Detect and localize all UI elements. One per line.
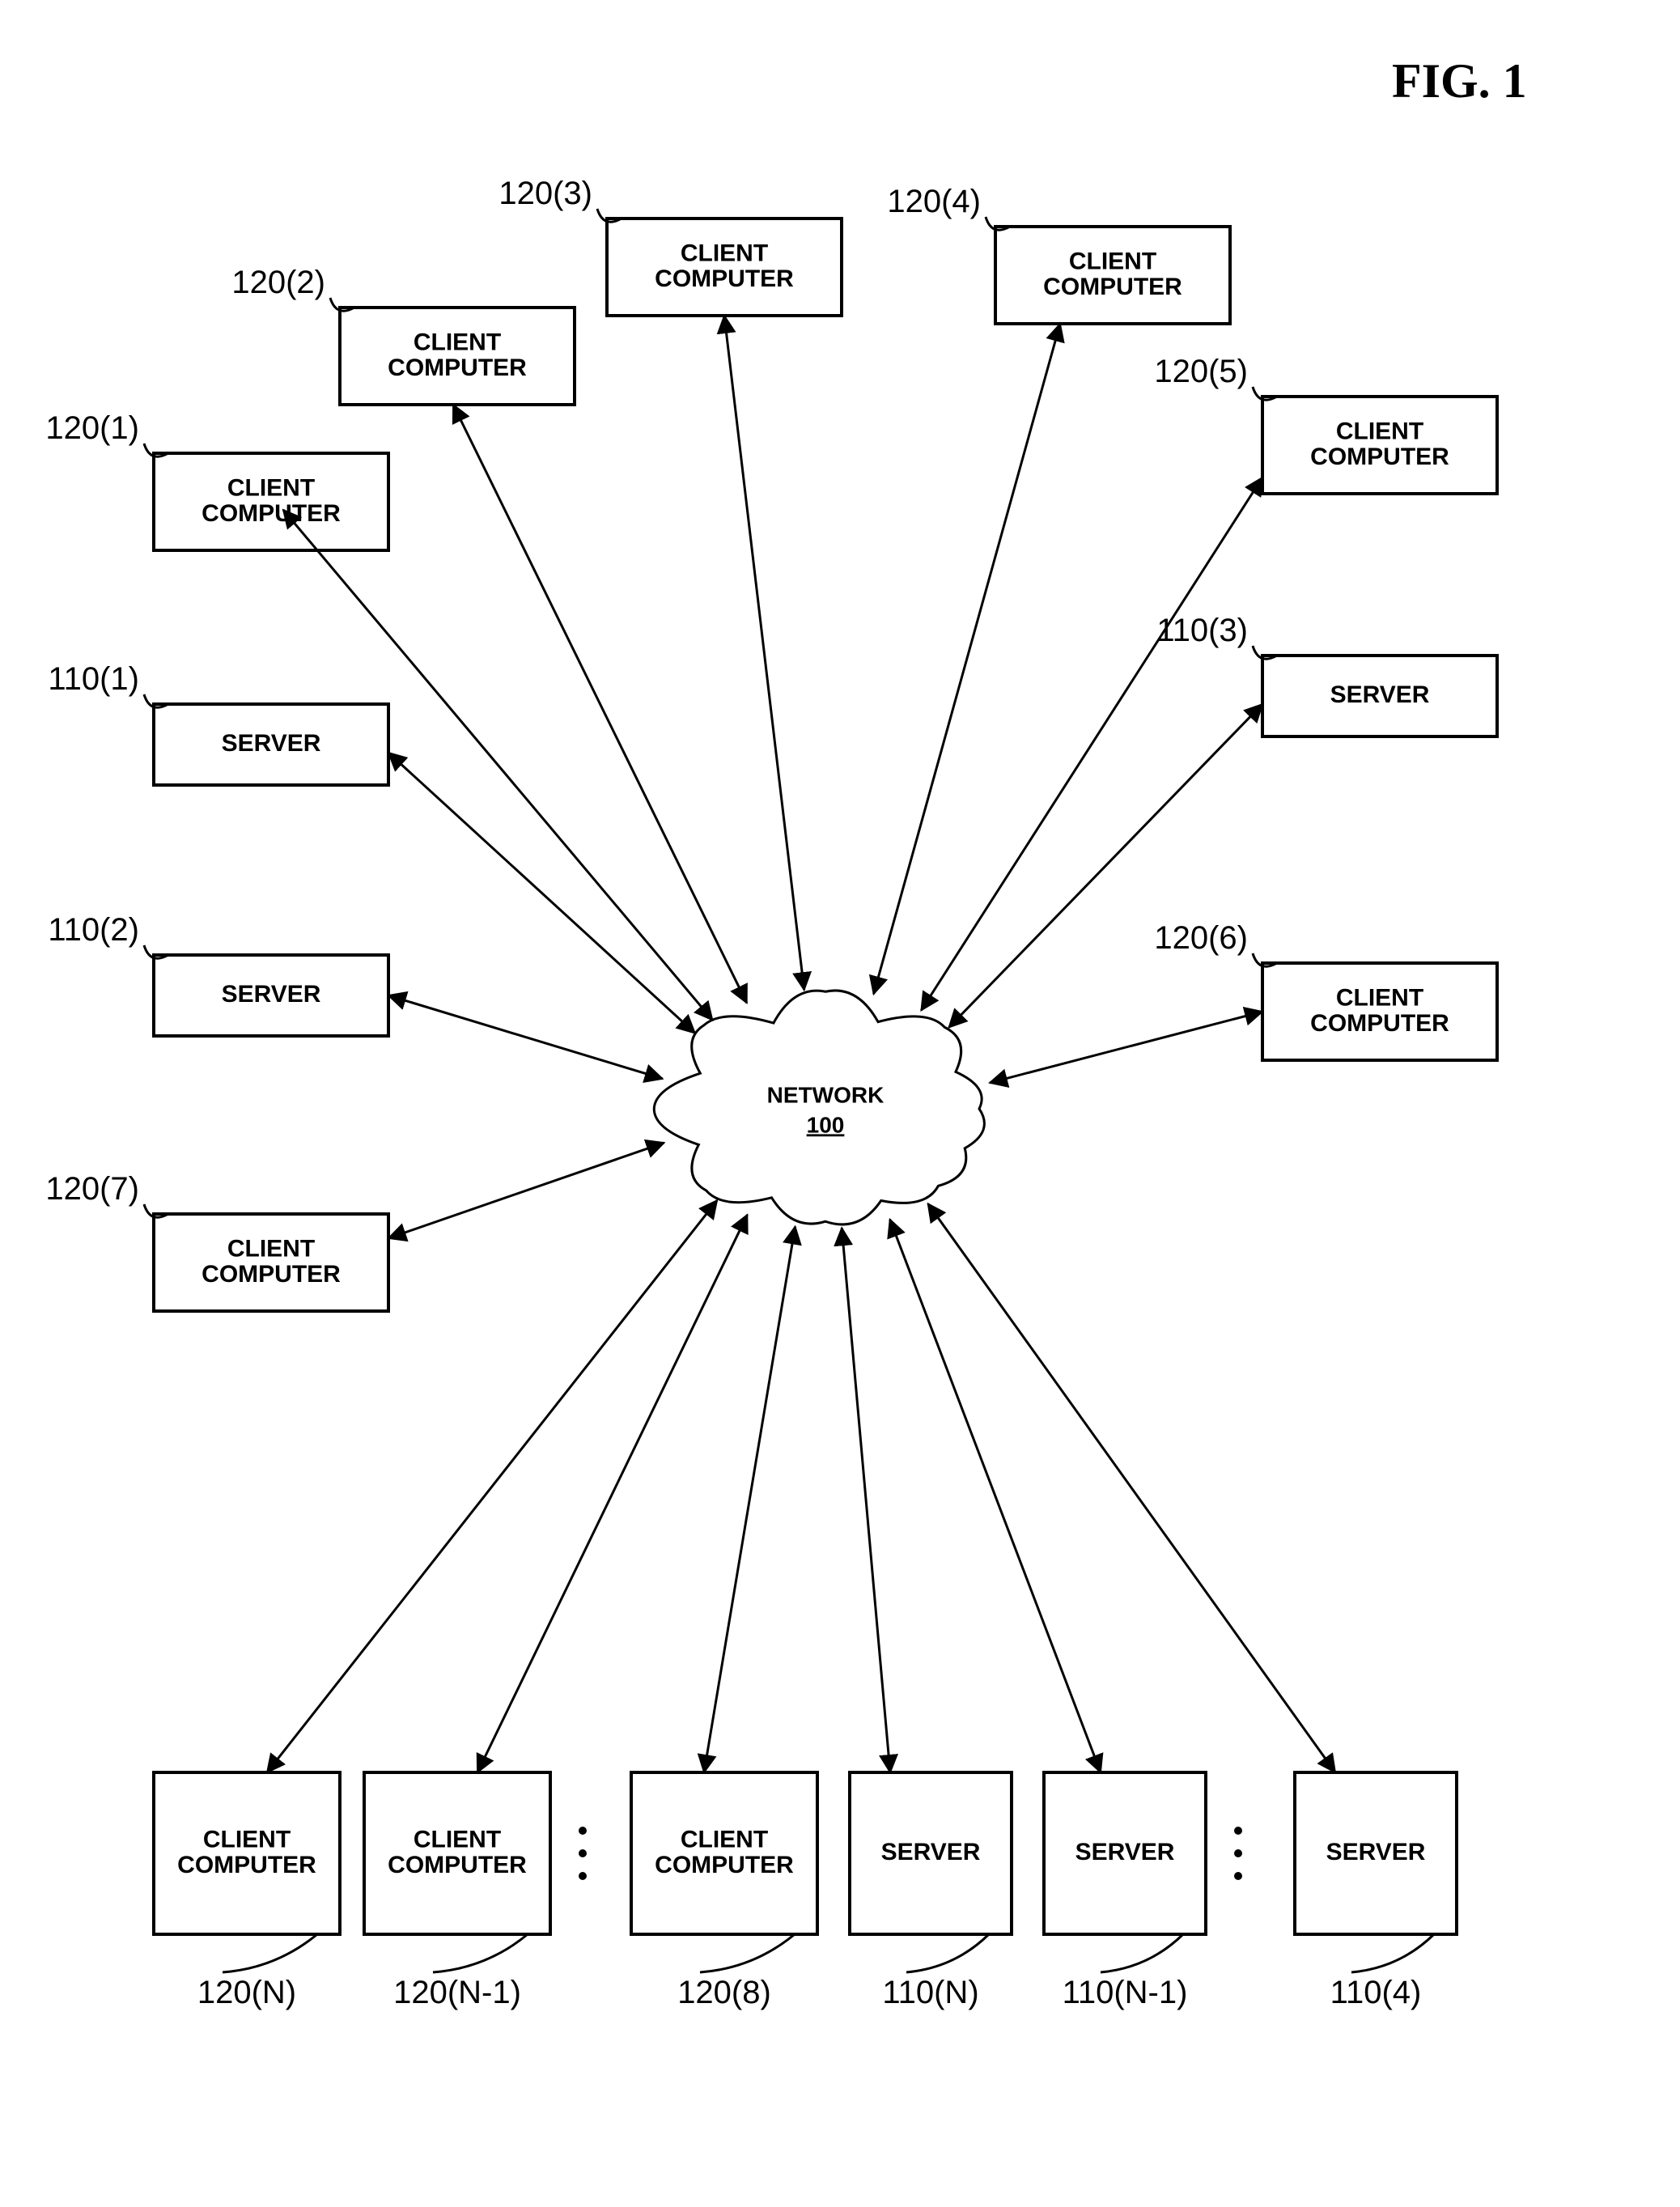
ref-leader [906, 1934, 989, 1972]
connection-arrow [890, 1220, 1101, 1772]
connection-arrow [477, 1215, 747, 1772]
ref-leader [223, 1934, 317, 1972]
node-ref: 120(5) [1154, 354, 1248, 389]
network-diagram: FIG. 1NETWORK100CLIENTCOMPUTER120(1)CLIE… [0, 0, 1680, 2207]
node-c2: CLIENTCOMPUTER120(2) [231, 265, 746, 1003]
ellipsis [1234, 1827, 1242, 1880]
connection-arrow [990, 1012, 1262, 1083]
ellipsis [579, 1827, 587, 1880]
node-c8: CLIENTCOMPUTER120(8) [631, 1227, 817, 2010]
node-c4: CLIENTCOMPUTER120(4) [874, 184, 1230, 994]
ref-leader [433, 1934, 528, 1972]
connection-arrow [453, 405, 747, 1003]
node-ref: 110(1) [48, 661, 139, 697]
node-label: SERVER [1330, 681, 1430, 708]
node-label: SERVER [1326, 1839, 1426, 1865]
connection-arrow [874, 324, 1060, 994]
node-c7: CLIENTCOMPUTER120(7) [45, 1143, 664, 1311]
connection-arrow [388, 1143, 664, 1238]
connection-arrow [949, 704, 1262, 1027]
node-ref: 110(2) [48, 912, 139, 948]
network-ref: 100 [807, 1112, 845, 1137]
node-ref: 110(N) [882, 1975, 978, 2010]
node-c3: CLIENTCOMPUTER120(3) [498, 176, 842, 990]
node-label: SERVER [881, 1839, 981, 1865]
node-ref: 120(N) [197, 1975, 296, 2010]
node-ref: 110(3) [1156, 613, 1248, 648]
node-ref: 120(6) [1154, 920, 1248, 956]
connection-arrow [388, 995, 663, 1079]
node-label: SERVER [1075, 1839, 1175, 1865]
network-cloud [654, 991, 984, 1224]
connection-arrow [388, 753, 695, 1033]
ref-leader [1101, 1934, 1183, 1972]
node-c6: CLIENTCOMPUTER120(6) [990, 920, 1497, 1083]
node-label: SERVER [222, 981, 321, 1008]
node-ref: 120(N-1) [393, 1975, 521, 2010]
node-ref: 120(1) [45, 410, 139, 446]
node-ref: 120(3) [498, 176, 592, 211]
figure-title: FIG. 1 [1392, 54, 1527, 108]
node-ref: 120(4) [887, 184, 981, 219]
connection-arrow [704, 1227, 795, 1772]
node-sN: SERVER 110(N) [842, 1228, 1012, 2010]
node-ref: 120(7) [45, 1171, 139, 1207]
ref-leader [1351, 1934, 1434, 1972]
connection-arrow [928, 1203, 1335, 1772]
node-s2: SERVER 110(2) [48, 912, 662, 1079]
node-ref: 110(4) [1330, 1975, 1422, 2010]
node-ref: 120(2) [231, 265, 325, 300]
network-label: NETWORK [767, 1082, 885, 1107]
connection-arrow [724, 316, 804, 990]
connection-arrow [842, 1228, 890, 1772]
node-ref: 120(8) [677, 1975, 771, 2010]
ref-leader [700, 1934, 795, 1972]
node-ref: 110(N-1) [1063, 1975, 1188, 2010]
node-label: SERVER [222, 730, 321, 757]
